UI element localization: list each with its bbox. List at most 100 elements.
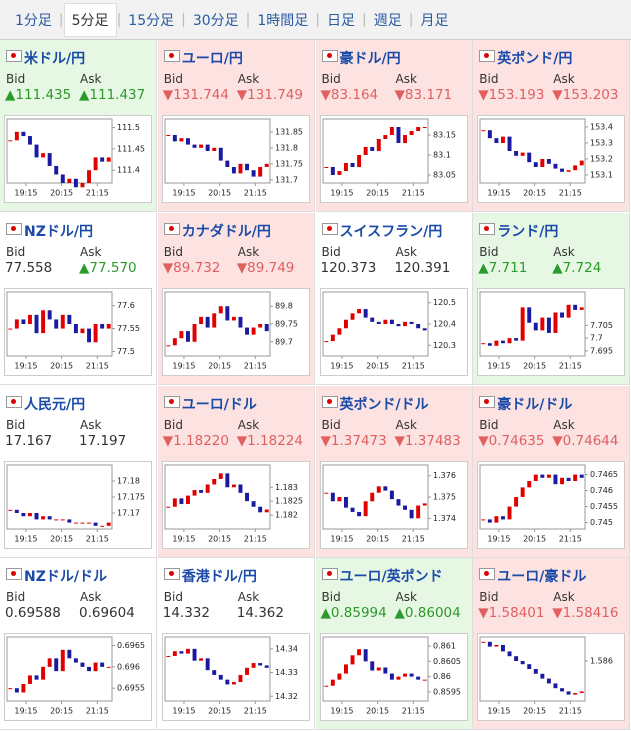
separator: | <box>315 11 321 28</box>
y-tick-label: 1.183 <box>275 482 298 491</box>
candle <box>389 319 394 324</box>
candle <box>580 307 584 310</box>
candle <box>67 178 72 183</box>
rate-tile[interactable]: ユーロ/円BidAsk131.744131.749131.85131.8131.… <box>157 40 315 212</box>
candle <box>28 314 32 324</box>
ask-label: Ask <box>237 590 260 605</box>
candle <box>238 163 243 174</box>
candle <box>60 314 65 329</box>
rate-tile[interactable]: 香港ドル/円 Bid Ask 14.332 14.362 14.34 14.33 14.32 1… <box>157 558 315 731</box>
candle <box>501 645 506 652</box>
tab[interactable]: 30分足 <box>192 12 239 29</box>
rate-tile[interactable]: 英ポンド/円BidAsk153.193153.203153.4153.3153.… <box>473 40 631 212</box>
y-tick-label: 111.4 <box>117 166 140 175</box>
bid-label: Bid <box>163 417 183 432</box>
candle <box>225 679 230 685</box>
candle <box>382 135 387 139</box>
x-tick-label: 21:15 <box>401 361 424 370</box>
candle <box>28 675 32 685</box>
rate-tile[interactable]: ユーロ/豪ドル Bid Ask 1.58401 1.58416 1.586 19:15 20:… <box>473 558 631 731</box>
candle <box>244 163 249 171</box>
candle <box>179 330 184 338</box>
candle <box>356 511 361 516</box>
rate-tile[interactable]: カナダドル/円 Bid Ask 89.732 89.749 89.8 89.75 89.7 19… <box>157 212 315 385</box>
rate-tile[interactable]: 英ポンド/ドルBidAsk1.374731.374831.3761.3751.3… <box>315 385 473 558</box>
pair-label: 豪ドル/円 <box>339 51 401 67</box>
candle <box>415 323 420 329</box>
candle <box>218 147 223 161</box>
candle <box>212 478 216 484</box>
tab[interactable]: 1分足 <box>15 12 52 29</box>
x-tick-label: 19:15 <box>172 707 195 716</box>
plot-frame <box>6 118 113 184</box>
rate-tile[interactable]: ユーロ/ドルBidAsk1.182201.182241.1831.18251.1… <box>157 385 315 558</box>
candle <box>540 474 545 478</box>
candle <box>60 518 65 520</box>
candle <box>356 155 361 167</box>
candle <box>80 522 85 524</box>
y-tick-label: 1.374 <box>433 513 456 522</box>
tab[interactable]: 月足 <box>420 12 449 29</box>
ask-label: Ask <box>395 417 417 432</box>
candle <box>80 662 85 668</box>
candle <box>514 656 519 662</box>
candle <box>212 147 216 151</box>
mini-chart: 1.183 1.1825 1.182 19:15 20:15 21:15 <box>161 460 310 549</box>
ask-value: 0.74644 <box>552 433 619 449</box>
bid-label: Bid <box>479 72 499 86</box>
candle <box>67 650 72 659</box>
y-tick-label: 0.6965 <box>117 641 145 650</box>
candle <box>41 515 46 519</box>
bid-value: 0.69588 <box>5 605 61 622</box>
y-tick-label: 1.1825 <box>275 496 303 505</box>
candle <box>231 316 236 321</box>
candle <box>369 661 374 671</box>
candle <box>198 144 203 148</box>
separator: | <box>245 11 251 28</box>
tab[interactable]: 週足 <box>373 12 402 29</box>
x-tick-label: 21:15 <box>86 189 109 198</box>
candle <box>382 319 387 324</box>
candle <box>494 340 499 346</box>
candle <box>14 688 19 693</box>
tab[interactable]: 5分足 <box>63 2 117 37</box>
candle <box>14 509 19 513</box>
rate-tile[interactable]: 人民元/円 Bid Ask 17.167 17.197 17.18 17.175 17.17 1… <box>0 385 157 558</box>
x-tick-label: 20:15 <box>523 189 546 198</box>
x-tick-label: 21:15 <box>86 534 109 543</box>
pair-name: ユーロ/ドル <box>163 394 257 414</box>
pair-name: 米ドル/円 <box>6 48 85 68</box>
pair-name: NZドル/円 <box>6 221 93 241</box>
x-tick-label: 20:15 <box>366 707 389 716</box>
ask-value: 111.437 <box>79 87 145 103</box>
y-tick-label: 131.85 <box>275 127 303 136</box>
tab[interactable]: 1時間足 <box>257 12 309 29</box>
candle <box>376 485 381 493</box>
candle <box>396 323 400 326</box>
x-tick-label: 21:15 <box>244 534 267 543</box>
candle <box>231 682 236 685</box>
flag-icon <box>321 568 338 581</box>
candle <box>8 688 13 690</box>
rate-tile[interactable]: スイスフラン/円 Bid Ask 120.373 120.391 120.5 120.4 12… <box>315 212 473 385</box>
candle <box>540 674 545 679</box>
tab[interactable]: 日足 <box>327 12 356 29</box>
rate-tile[interactable]: NZドル/ドル Bid Ask 0.69588 0.69604 0.6965 0.696 0.… <box>0 558 157 731</box>
plot-frame <box>479 464 586 529</box>
rate-tile[interactable]: ランド/円 Bid Ask 7.711 7.724 7.705 7.7 7.695 19:15 2… <box>473 212 631 385</box>
plot-frame <box>164 464 271 529</box>
rate-tile[interactable]: ユーロ/英ポンドBidAsk0.859940.860040.8610.86050… <box>315 558 473 731</box>
candle <box>87 522 91 524</box>
rate-tile[interactable]: 米ドル/円BidAsk111.435111.437111.5111.45111.… <box>0 40 157 212</box>
tab[interactable]: 15分足 <box>128 12 175 29</box>
candle <box>481 342 486 344</box>
bid-label: Bid <box>479 417 499 432</box>
bid-label: Bid <box>6 72 26 86</box>
rate-tile[interactable]: NZドル/円 Bid Ask 77.558 77.570 77.6 77.55 77.5 19:… <box>0 212 157 385</box>
rate-tile[interactable]: 豪ドル/ドルBidAsk0.746350.746440.74650.7460.7… <box>473 385 631 558</box>
candle <box>73 178 78 188</box>
candle <box>244 327 249 335</box>
candle <box>520 486 525 497</box>
rate-tile[interactable]: 豪ドル/円 Bid Ask 83.164 83.171 83.15 83.1 83.05 19:… <box>315 40 473 212</box>
candle <box>330 334 335 341</box>
